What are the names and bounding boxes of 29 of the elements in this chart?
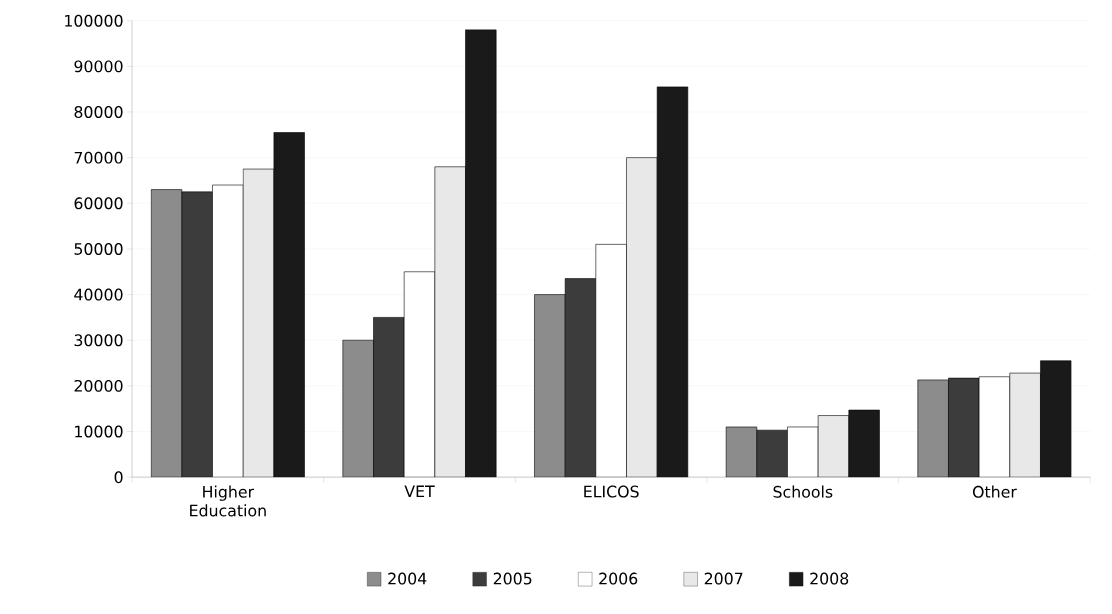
bar	[465, 29, 497, 478]
y-tick-label: 20000	[74, 379, 123, 392]
y-tick-label: 100000	[65, 14, 123, 27]
legend-label: 2005	[493, 572, 532, 585]
y-tick-label: 30000	[74, 334, 123, 347]
legend-label: 2004	[388, 572, 427, 585]
bar	[817, 415, 850, 478]
y-tick-label: 50000	[74, 242, 123, 255]
x-tick-label: VET	[404, 485, 435, 497]
bar	[242, 168, 275, 478]
y-tick-label: 0	[114, 471, 123, 484]
bar	[848, 409, 880, 478]
bar	[656, 86, 689, 478]
y-tick-label: 40000	[74, 288, 123, 301]
y-tick-label: 60000	[74, 197, 123, 210]
x-tick-label: Higher Education	[190, 485, 266, 517]
y-tick-label: 10000	[75, 425, 123, 438]
y-tick-label: 70000	[74, 151, 123, 164]
y-tick-label: 80000	[74, 105, 123, 118]
bar	[1009, 372, 1041, 478]
legend-label: 2006	[599, 572, 638, 585]
legend-label: 2007	[704, 572, 743, 585]
bar	[1040, 360, 1072, 478]
x-tick-label: Schools	[773, 485, 833, 498]
x-tick-label: ELICOS	[584, 485, 639, 498]
legend-label: 2008	[810, 572, 849, 585]
x-tick-label: Other	[972, 485, 1017, 498]
y-tick-label: 90000	[74, 60, 123, 73]
bar	[273, 132, 305, 478]
